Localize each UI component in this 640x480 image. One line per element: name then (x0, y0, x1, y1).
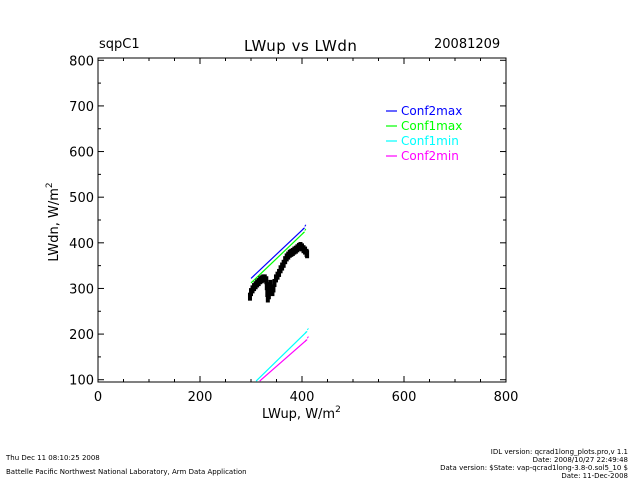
footer-data-date: Date: 11-Dec-2008 (561, 472, 628, 480)
observation-point (264, 282, 269, 291)
series-line-conf1max (250, 231, 305, 284)
y-tick-label: 400 (69, 237, 94, 252)
chart-date: 20081209 (434, 37, 501, 52)
y-tick-label: 200 (69, 328, 94, 343)
series-lines (250, 223, 310, 382)
x-tick-label: 600 (392, 390, 417, 405)
footer-organization: Battelle Pacific Northwest National Labo… (6, 468, 247, 476)
legend-label-conf1min: Conf1min (401, 134, 459, 148)
footer-data-version: Data version: $State: vap-qcrad1long-3.8… (440, 464, 628, 472)
y-axis-label: LWdn, W/m2 (45, 182, 62, 261)
legend-label-conf2max: Conf2max (401, 104, 462, 118)
observation-point (272, 278, 277, 287)
x-tick-label: 0 (94, 390, 102, 405)
footer-timestamp: Thu Dec 11 08:10:25 2008 (6, 454, 100, 462)
x-tick-label: 800 (494, 390, 519, 405)
observation-points (247, 242, 310, 303)
x-tick-label: 400 (290, 390, 315, 405)
x-axis-label: LWup, W/m2 (262, 405, 341, 422)
series-line-conf2max (250, 227, 305, 279)
y-tick-label: 800 (69, 54, 94, 69)
legend-label-conf1max: Conf1max (401, 119, 462, 133)
plot-axes (97, 57, 507, 383)
observation-point (305, 250, 310, 259)
y-tick-label: 600 (69, 146, 94, 161)
x-tick-label: 200 (188, 390, 213, 405)
legend-label-conf2min: Conf2min (401, 149, 459, 163)
site-name: sqpC1 (99, 37, 140, 52)
series-tail-conf2max (302, 223, 307, 231)
observation-point (247, 292, 252, 301)
observation-point (271, 284, 276, 293)
y-tick-label: 700 (69, 100, 94, 115)
series-tail-conf2min (304, 335, 310, 342)
observation-point (264, 276, 269, 285)
tick-labels: 0 200 400 600 800 100 200 300 400 500 600 700 800 (69, 54, 518, 405)
series-tail-conf1min (304, 327, 310, 334)
series-line-conf2min (259, 339, 308, 382)
y-tick-label: 500 (69, 191, 94, 206)
footer-code-date: Date: 2008/10/27 22:49:48 (532, 456, 628, 464)
observation-point (266, 291, 271, 300)
footer-idl-version: IDL version: qcrad1long_plots.pro,v 1.1 (490, 448, 628, 456)
observation-point (268, 279, 273, 288)
series-line-conf1min (255, 330, 308, 382)
series-tail-conf1max (302, 227, 307, 235)
y-tick-label: 100 (69, 374, 94, 389)
chart-title: LWup vs LWdn (244, 37, 358, 55)
y-tick-label: 300 (69, 282, 94, 297)
